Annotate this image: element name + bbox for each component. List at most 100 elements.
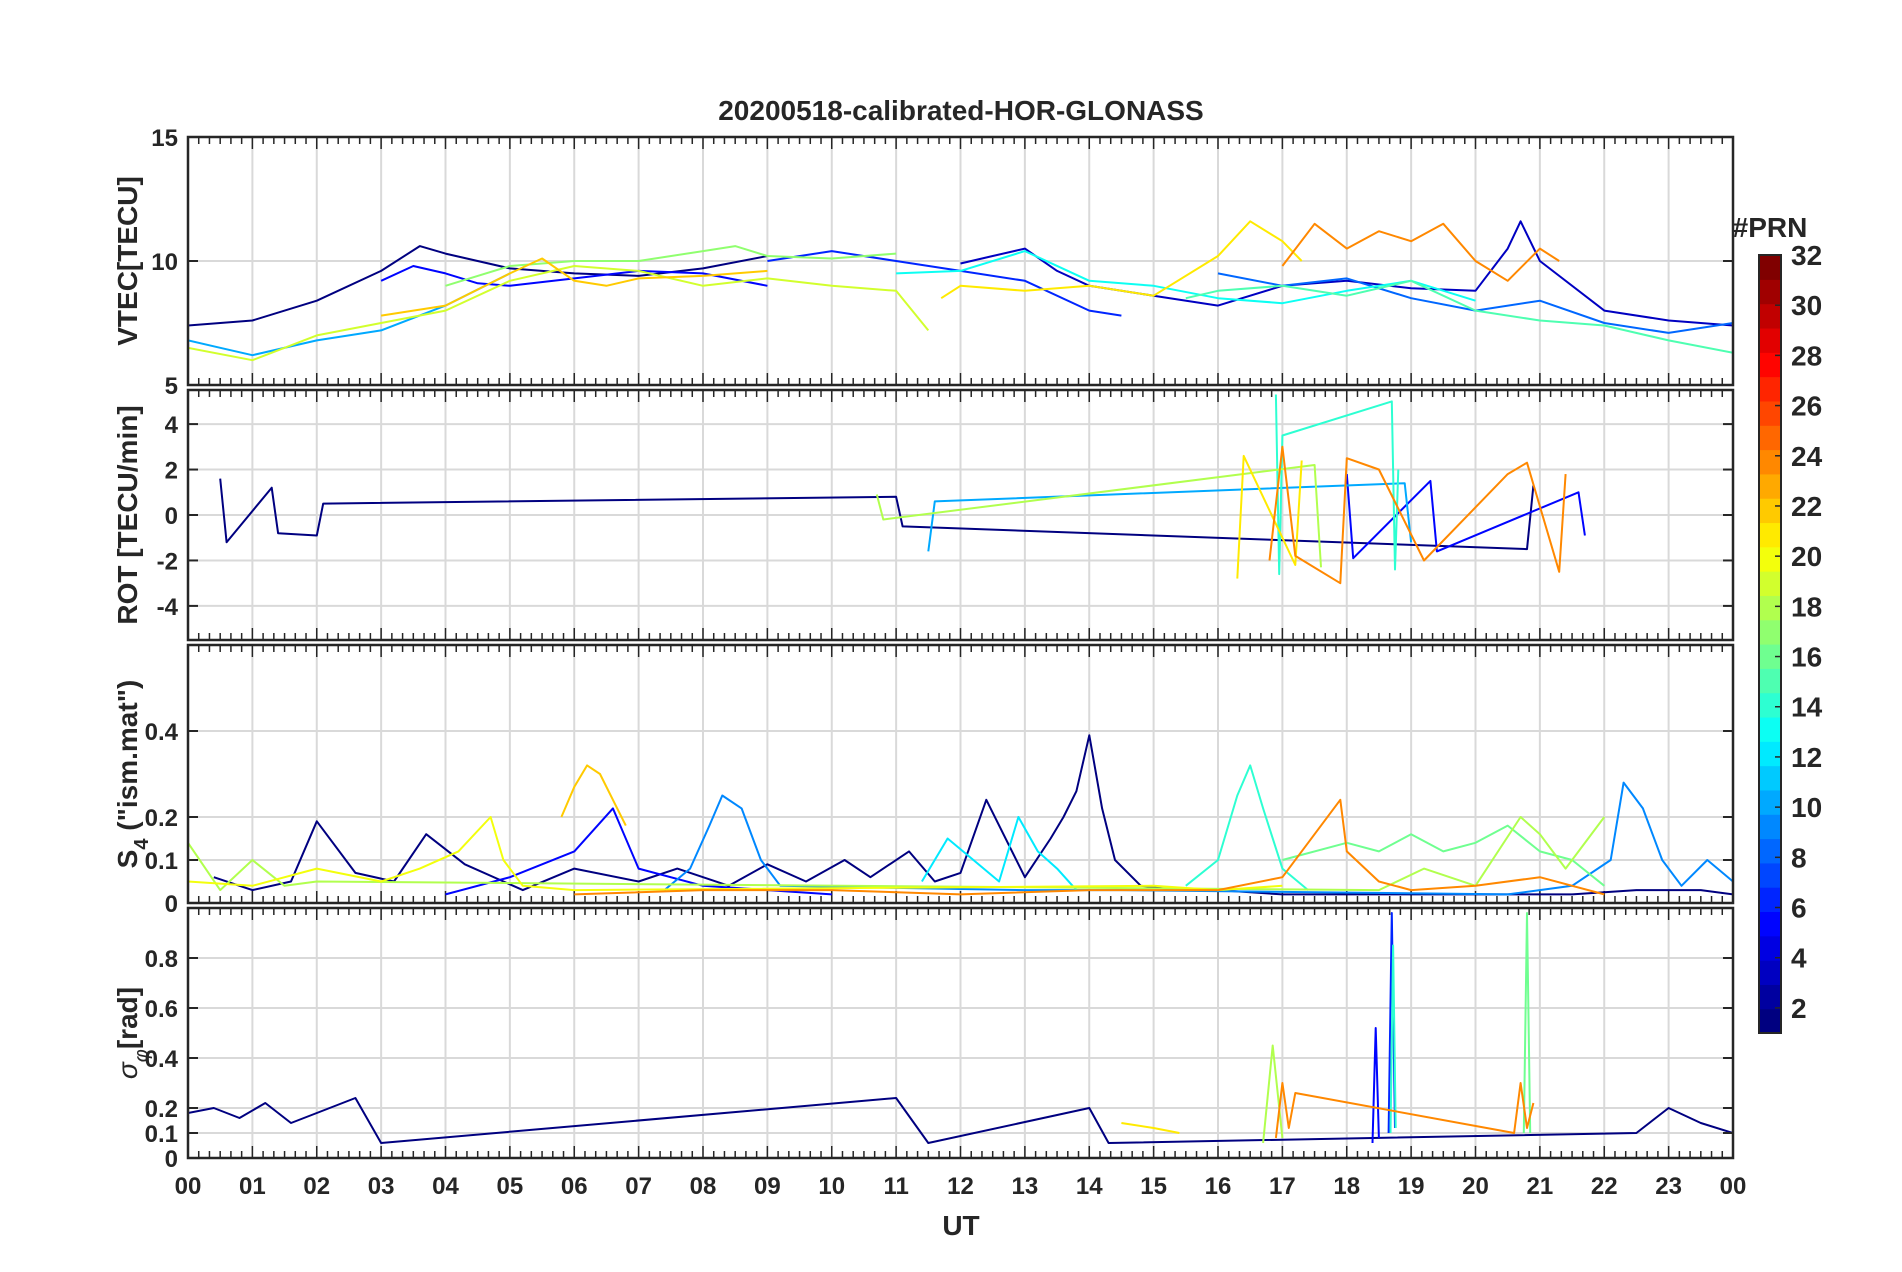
axes-frame — [186, 906, 1735, 1160]
series-line-prn-21 — [940, 220, 1303, 300]
series-line-prn-10 — [927, 482, 1413, 552]
series-line-prn-1 — [188, 245, 768, 327]
colorbar-segment — [1759, 376, 1781, 402]
x-tick-label: 07 — [625, 1173, 652, 1200]
colorbar-segment — [1759, 522, 1781, 548]
series-line-prn-1 — [188, 1097, 1733, 1144]
colorbar-tick-label: 28 — [1791, 340, 1822, 371]
y-tick-label: 0.2 — [145, 805, 178, 832]
x-tick-label: 13 — [1012, 1173, 1039, 1200]
y-tick-label: 15 — [151, 125, 178, 152]
colorbar-tick-label: 12 — [1791, 742, 1822, 773]
series-line-prn-14 — [1185, 764, 1309, 891]
x-tick-label: 04 — [432, 1173, 459, 1200]
y-tick-label: 0.8 — [145, 946, 178, 973]
series-line-prn-22 — [380, 257, 768, 317]
series-line-prn-1 — [213, 734, 1733, 896]
colorbar-tick-label: 26 — [1791, 391, 1822, 422]
series-line-prn-3 — [960, 220, 1733, 327]
x-tick-label: 18 — [1333, 1173, 1360, 1200]
colorbar-frame — [1758, 254, 1782, 1034]
y-tick-label: 0.1 — [145, 1121, 178, 1148]
y-tick-label: 0.4 — [145, 1046, 179, 1073]
x-tick-label: 16 — [1205, 1173, 1232, 1200]
panel-rot: -4 -2 0 2 4 ROT [TECU/min] — [112, 388, 1735, 642]
y-axis-label: S4 ("ism.mat") — [112, 680, 153, 869]
x-tick-label: 11 — [883, 1173, 908, 1200]
panel-vtec: 5 10 15 VTEC[TECU] — [112, 125, 1735, 400]
colorbar-segment — [1759, 425, 1781, 451]
x-tick-label: 10 — [818, 1173, 845, 1200]
y-tick-label: 0.2 — [145, 1096, 178, 1123]
x-tick-label: 14 — [1076, 1173, 1103, 1200]
x-tick-label: 02 — [303, 1173, 330, 1200]
x-tick-label: 09 — [754, 1173, 781, 1200]
colorbar-segment — [1759, 449, 1781, 475]
colorbar-tick-label: 24 — [1791, 441, 1823, 472]
series-group — [188, 220, 1733, 362]
colorbar-segment — [1759, 303, 1781, 329]
colorbar-segment — [1759, 838, 1781, 864]
series-line-prn-18 — [188, 816, 1606, 892]
series-line-prn-21 — [1236, 454, 1303, 579]
colorbar-segment — [1759, 279, 1781, 305]
colorbar-segment — [1759, 644, 1781, 669]
series-line-prn-24 — [574, 798, 1605, 896]
colorbar-segment — [1759, 668, 1781, 694]
x-tick-label: 00 — [175, 1173, 202, 1200]
series-line-prn-16 — [1522, 912, 1532, 1134]
colorbar-tick-label: 8 — [1791, 842, 1807, 873]
y-tick-label: 0 — [165, 891, 178, 918]
series-line-prn-13 — [896, 250, 1476, 305]
colorbar-tick-label: 14 — [1791, 692, 1823, 723]
y-tick-label: 0 — [165, 503, 178, 530]
series-line-prn-24 — [1268, 445, 1567, 585]
colorbar-segment — [1759, 473, 1781, 499]
y-tick-label: 5 — [165, 373, 178, 400]
colorbar-segment — [1759, 400, 1781, 426]
colorbar-segment — [1759, 619, 1781, 645]
y-axis-label: VTEC[TECU] — [112, 176, 143, 346]
x-tick-label: 15 — [1140, 1173, 1167, 1200]
series-line-prn-14 — [1274, 394, 1400, 576]
panel-sigma_phi: 00.10.2 0.4 0.6 0.8 σφ[rad] — [112, 906, 1735, 1173]
colorbar-segment — [1759, 716, 1781, 742]
series-line-prn-5 — [380, 265, 768, 287]
colorbar-tick-label: 30 — [1791, 290, 1822, 321]
colorbar-segment — [1759, 255, 1781, 280]
y-tick-label: 0 — [165, 1146, 178, 1173]
colorbar-segment — [1759, 984, 1781, 1010]
x-tick-label: 06 — [561, 1173, 588, 1200]
colorbar-tick-label: 10 — [1791, 792, 1822, 823]
series-line-prn-20 — [188, 816, 1283, 892]
colorbar-segment — [1759, 960, 1781, 985]
y-tick-label: 0.1 — [145, 848, 178, 875]
series-line-prn-22 — [560, 764, 627, 827]
chart-title: 20200518-calibrated-HOR-GLONASS — [718, 95, 1204, 126]
colorbar-tick-label: 32 — [1791, 240, 1822, 271]
colorbar-segment — [1759, 327, 1781, 353]
colorbar-title: #PRN — [1733, 212, 1808, 243]
series-line-prn-19 — [188, 265, 930, 362]
series-line-prn-18 — [875, 464, 1322, 568]
y-tick-label: -2 — [157, 548, 178, 575]
series-group — [219, 394, 1586, 585]
colorbar-segment — [1759, 814, 1781, 840]
x-tick-label: 20 — [1462, 1173, 1489, 1200]
y-tick-label: 0.6 — [145, 996, 178, 1023]
series-line-prn-12 — [921, 816, 1078, 891]
y-tick-label: 4 — [165, 412, 179, 439]
x-tick-label: 22 — [1591, 1173, 1618, 1200]
colorbar-segment — [1759, 498, 1781, 524]
y-axis-label: σφ[rad] — [112, 987, 153, 1079]
x-tick-label: 01 — [239, 1173, 266, 1200]
colorbar-segment — [1759, 741, 1781, 767]
colorbar-segment — [1759, 571, 1781, 596]
colorbar-tick-label: 2 — [1791, 993, 1807, 1024]
colorbar-tick-label: 4 — [1791, 943, 1807, 974]
series-line-prn-14 — [1389, 944, 1397, 1134]
y-tick-label: -4 — [157, 594, 179, 621]
colorbar-tick-label: 20 — [1791, 541, 1822, 572]
